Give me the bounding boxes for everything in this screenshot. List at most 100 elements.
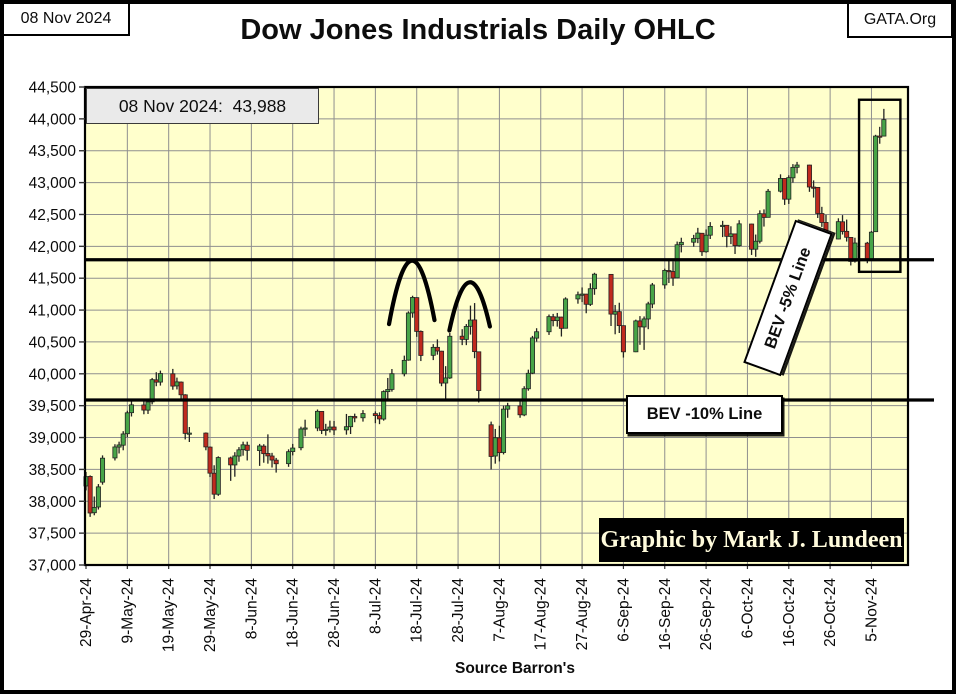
candle-down — [372, 413, 378, 416]
candle-down — [211, 472, 217, 495]
candle-up — [157, 373, 163, 383]
y-tick-label: 42,500 — [29, 207, 77, 224]
x-tick-label: 18-Jun-24 — [285, 578, 302, 648]
candle-down — [170, 373, 176, 387]
candle-down — [439, 350, 445, 384]
candle-up — [236, 449, 242, 457]
candle-down — [848, 237, 854, 262]
y-tick-label: 42,000 — [29, 239, 77, 256]
x-tick-label: 18-Jul-24 — [409, 578, 426, 643]
candle-down — [472, 319, 478, 353]
y-tick-label: 43,000 — [29, 175, 77, 192]
y-tick-label: 38,500 — [29, 462, 77, 479]
candle-down — [265, 453, 271, 457]
y-tick-label: 37,000 — [29, 558, 77, 575]
y-tick-label: 38,000 — [29, 494, 77, 511]
candle-down — [261, 445, 267, 455]
x-tick-label: 9-May-24 — [119, 578, 136, 644]
candle-down — [273, 459, 279, 465]
candle-up — [575, 294, 581, 300]
y-tick-label: 40,000 — [29, 366, 77, 383]
page-title: Dow Jones Industrials Daily OHLC — [240, 14, 716, 46]
candle-up — [327, 426, 333, 430]
candle-up — [302, 427, 308, 430]
candle-up — [186, 432, 192, 435]
candle-down — [488, 424, 494, 457]
candle-down — [732, 233, 738, 247]
x-tick-label: 29-Apr-24 — [78, 578, 95, 647]
peak-arc — [386, 258, 437, 327]
candle-down — [178, 381, 184, 396]
candle-up — [315, 410, 321, 429]
y-tick-label: 39,500 — [29, 398, 77, 415]
candle-down — [637, 320, 643, 328]
x-tick-label: 8-Jun-24 — [243, 578, 260, 640]
candle-up — [641, 318, 647, 328]
candle-up — [612, 311, 618, 315]
bev-10pct-line-label: BEV -10% Line — [626, 395, 783, 434]
candle-up — [120, 433, 126, 446]
candle-down — [811, 186, 817, 189]
candle-up — [443, 377, 449, 384]
x-tick-label: 16-Oct-24 — [781, 578, 798, 647]
x-tick-label: 8-Jul-24 — [367, 578, 384, 634]
candle-up — [790, 166, 796, 179]
candle-down — [583, 293, 589, 305]
candle-up — [447, 335, 453, 379]
candle-up — [881, 119, 887, 137]
candle-up — [505, 405, 511, 410]
candle-up — [385, 389, 391, 393]
candle-up — [703, 234, 709, 253]
candle-down — [418, 331, 424, 356]
candle-up — [145, 401, 151, 411]
candle-up — [286, 451, 292, 465]
candle-up — [381, 391, 387, 420]
x-tick-label: 19-May-24 — [161, 578, 178, 652]
candle-up — [591, 273, 597, 290]
y-tick-label: 41,000 — [29, 303, 77, 320]
candle-down — [844, 230, 850, 238]
x-tick-label: 27-Aug-24 — [574, 578, 591, 651]
candle-up — [546, 316, 552, 333]
candle-down — [864, 242, 870, 260]
x-tick-label: 29-May-24 — [202, 578, 219, 652]
candle-up — [323, 428, 329, 431]
plot-border — [83, 85, 910, 567]
candle-up — [348, 415, 354, 428]
candle-up — [765, 190, 771, 218]
candle-up — [232, 455, 238, 466]
candle-up — [467, 319, 473, 327]
candle-up — [707, 225, 713, 236]
candle-up — [757, 213, 763, 242]
x-tick-label: 28-Jul-24 — [450, 578, 467, 643]
candle-up — [794, 164, 800, 168]
candle-up — [720, 224, 726, 227]
candle-down — [724, 224, 730, 237]
candle-up — [492, 437, 498, 457]
candle-down — [558, 316, 564, 329]
candle-up — [736, 223, 742, 247]
candle-down — [203, 432, 209, 448]
candle-down — [819, 213, 825, 223]
candle-down — [377, 415, 383, 420]
latest-value-annotation: 08 Nov 2024: 43,988 — [86, 88, 319, 124]
candle-up — [410, 297, 416, 314]
candle-up — [786, 177, 792, 200]
candle-up — [240, 444, 246, 451]
x-tick-label: 28-Jun-24 — [326, 578, 343, 648]
candle-down — [414, 297, 420, 332]
candle-up — [521, 388, 527, 416]
candle-down — [331, 426, 337, 431]
candle-up — [215, 457, 221, 495]
candle-up — [298, 428, 304, 449]
candle-up — [534, 331, 540, 339]
candle-down — [182, 394, 188, 434]
candle-down — [761, 213, 767, 218]
candle-up — [662, 270, 668, 286]
candle-up — [430, 346, 436, 356]
candle-down — [517, 405, 523, 416]
x-tick-label: 5-Nov-24 — [863, 578, 880, 642]
candle-down — [840, 221, 846, 232]
candle-down — [749, 223, 755, 250]
